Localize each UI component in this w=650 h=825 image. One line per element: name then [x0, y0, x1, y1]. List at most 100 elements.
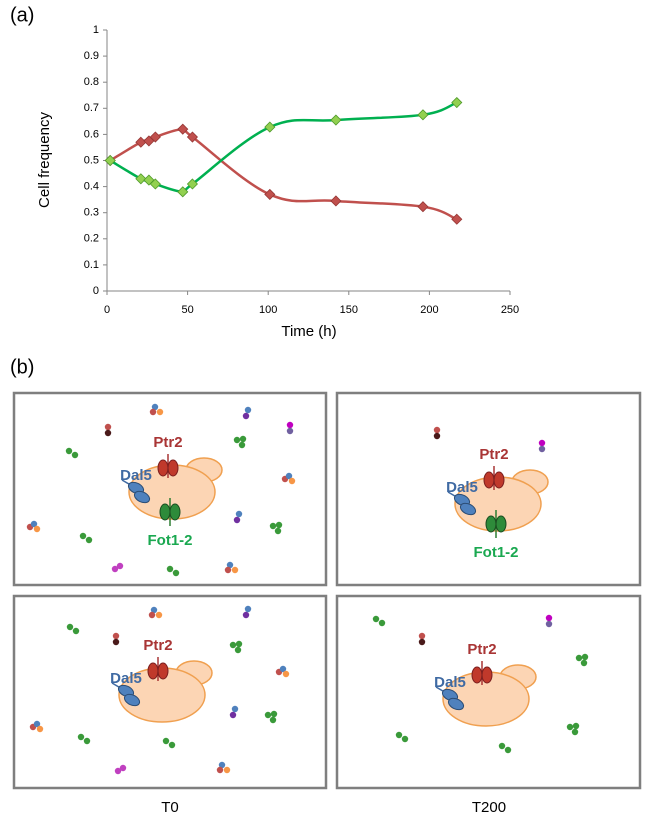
molecule — [571, 728, 579, 736]
column-label: T200 — [472, 799, 506, 816]
transporter — [485, 515, 497, 533]
y-tick-label: 0.8 — [84, 76, 99, 88]
transporter — [167, 459, 179, 477]
molecule — [538, 439, 546, 447]
molecule — [155, 611, 163, 619]
molecule — [168, 741, 176, 749]
y-axis-title: Cell frequency — [36, 112, 53, 208]
molecule — [71, 451, 79, 459]
y-tick-label: 0.4 — [84, 181, 99, 193]
panel-frame — [12, 594, 328, 790]
molecule — [111, 565, 119, 573]
protein-label: Dal5 — [434, 674, 466, 691]
marker — [186, 131, 199, 143]
molecule — [104, 429, 112, 437]
transporter — [471, 666, 483, 684]
panel-frame — [12, 391, 328, 587]
molecule — [238, 441, 246, 449]
marker — [177, 123, 189, 135]
molecule — [285, 472, 293, 480]
molecule — [418, 638, 426, 646]
molecule — [274, 527, 282, 535]
transporter — [157, 459, 169, 477]
molecule — [114, 767, 122, 775]
molecule — [372, 615, 380, 623]
transporter — [447, 697, 465, 711]
marker — [264, 188, 276, 200]
molecule — [580, 659, 588, 667]
molecule — [79, 532, 87, 540]
molecule — [286, 421, 294, 429]
molecule — [545, 620, 553, 628]
transporter — [127, 481, 145, 495]
molecule — [65, 447, 73, 455]
transporter — [481, 666, 493, 684]
panel-frame — [335, 594, 642, 790]
y-tick-label: 1 — [93, 24, 99, 36]
molecule — [166, 565, 174, 573]
marker — [417, 109, 429, 121]
molecule — [77, 733, 85, 741]
molecule — [116, 562, 124, 570]
molecule — [162, 737, 170, 745]
molecule — [231, 705, 239, 713]
molecule — [85, 536, 93, 544]
molecule — [235, 640, 243, 648]
marker — [149, 131, 161, 143]
marker — [330, 114, 342, 126]
molecule — [244, 406, 252, 414]
molecule — [269, 716, 277, 724]
molecule — [66, 623, 74, 631]
molecule — [234, 646, 242, 654]
transporter — [483, 471, 495, 489]
molecule — [433, 426, 441, 434]
y-tick-label: 0.7 — [84, 102, 99, 114]
molecule — [401, 735, 409, 743]
molecule — [235, 510, 243, 518]
x-tick-label: 200 — [420, 304, 438, 316]
molecule — [218, 761, 226, 769]
transporter — [117, 684, 135, 698]
transporter — [123, 693, 141, 707]
transporter — [169, 503, 181, 521]
molecule — [104, 423, 112, 431]
transporter — [459, 502, 477, 516]
transporter — [495, 515, 507, 533]
molecule — [119, 764, 127, 772]
molecule — [244, 605, 252, 613]
x-axis-title: Time (h) — [281, 323, 336, 340]
molecule — [239, 435, 247, 443]
molecule — [504, 746, 512, 754]
molecule — [112, 632, 120, 640]
molecule — [270, 710, 278, 718]
molecule — [36, 725, 44, 733]
y-tick-label: 0.5 — [84, 154, 99, 166]
molecule — [538, 445, 546, 453]
molecule — [378, 619, 386, 627]
molecule — [395, 731, 403, 739]
molecule — [216, 766, 224, 774]
molecule — [148, 611, 156, 619]
transporter — [159, 503, 171, 521]
panel-frame — [335, 391, 642, 587]
transporter — [147, 662, 159, 680]
protein-label: Ptr2 — [153, 434, 182, 451]
series-line — [109, 127, 458, 221]
molecule — [172, 569, 180, 577]
molecule — [72, 627, 80, 635]
molecule — [112, 638, 120, 646]
molecule — [433, 432, 441, 440]
molecule — [30, 520, 38, 528]
marker — [451, 213, 463, 225]
marker — [330, 195, 342, 207]
molecule — [242, 611, 250, 619]
x-tick-label: 250 — [501, 304, 519, 316]
molecule — [229, 641, 237, 649]
molecule — [224, 566, 232, 574]
marker — [186, 178, 199, 190]
transporter — [453, 493, 471, 507]
panel-label: (a) — [10, 4, 34, 26]
marker — [451, 96, 463, 109]
molecule — [581, 653, 589, 661]
molecule — [33, 720, 41, 728]
